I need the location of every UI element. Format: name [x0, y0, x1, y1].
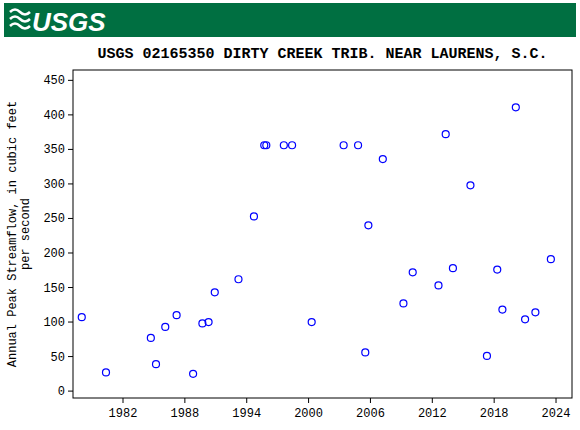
point	[400, 300, 407, 307]
y-axis-label: per second	[19, 198, 33, 270]
x-tick	[370, 398, 371, 403]
point	[379, 156, 386, 163]
point	[362, 349, 369, 356]
point	[280, 142, 287, 149]
y-tick-label: 300	[43, 178, 65, 192]
x-tick-label: 2018	[480, 407, 509, 421]
point	[78, 314, 85, 321]
point	[190, 370, 197, 377]
x-tick	[246, 398, 247, 403]
point	[205, 319, 212, 326]
x-tick-label: 2024	[542, 407, 571, 421]
point	[263, 142, 270, 149]
point	[483, 352, 490, 359]
y-tick	[68, 114, 73, 115]
logo: USGS	[32, 7, 106, 37]
header-bar	[4, 3, 576, 37]
point	[409, 269, 416, 276]
point	[289, 142, 296, 149]
x-tick	[308, 398, 309, 403]
y-tick	[68, 356, 73, 357]
y-tick	[68, 218, 73, 219]
point	[365, 222, 372, 229]
point	[147, 334, 154, 341]
chart: USGS USGS 02165350 DIRTY CREEK TRIB. NEAR…	[0, 0, 580, 430]
y-tick-label: 150	[43, 282, 65, 296]
point	[340, 142, 347, 149]
y-tick-label: 400	[43, 109, 65, 123]
point	[499, 306, 506, 313]
logo-waves	[10, 10, 30, 29]
point	[494, 266, 501, 273]
x-tick-label: 1994	[232, 407, 261, 421]
x-tick-label: 1988	[170, 407, 199, 421]
logo-wave	[10, 24, 30, 29]
point	[522, 316, 529, 323]
y-tick-label: 350	[43, 143, 65, 157]
point	[211, 289, 218, 296]
x-tick-label: 1982	[109, 407, 138, 421]
background	[0, 0, 580, 430]
point	[152, 361, 159, 368]
point	[308, 319, 315, 326]
logo-wave	[10, 17, 30, 22]
point	[532, 309, 539, 316]
point	[173, 312, 180, 319]
y-tick-label: 250	[43, 212, 65, 226]
y-tick	[68, 322, 73, 323]
point	[547, 256, 554, 263]
title: USGS 02165350 DIRTY CREEK TRIB. NEAR LAU…	[97, 46, 547, 63]
y-tick	[68, 183, 73, 184]
x-tick	[432, 398, 433, 403]
x-tick-label: 2000	[294, 407, 323, 421]
point	[467, 182, 474, 189]
y-tick-label: 50	[51, 351, 65, 365]
y-tick-label: 200	[43, 247, 65, 261]
point	[162, 323, 169, 330]
x-tick	[494, 398, 495, 403]
plot-frame	[73, 70, 572, 398]
y-tick	[68, 149, 73, 150]
point	[250, 213, 257, 220]
point	[235, 276, 242, 283]
logo-wave	[10, 10, 30, 15]
y-tick	[68, 391, 73, 392]
y-tick	[68, 80, 73, 81]
y-axis-label: Annual Peak Streamflow, in cubic feet	[6, 101, 20, 367]
point	[102, 369, 109, 376]
x-tick	[184, 398, 185, 403]
point	[442, 131, 449, 138]
x-tick-label: 2012	[418, 407, 447, 421]
y-tick-label: 0	[58, 385, 65, 399]
points	[78, 104, 554, 378]
y-tick	[68, 252, 73, 253]
y-tick	[68, 287, 73, 288]
point	[355, 142, 362, 149]
point	[449, 265, 456, 272]
y-tick-label: 450	[43, 74, 65, 88]
y-tick-label: 100	[43, 316, 65, 330]
x-tick-label: 2006	[356, 407, 385, 421]
x-tick	[123, 398, 124, 403]
x-tick	[556, 398, 557, 403]
point	[512, 104, 519, 111]
point	[435, 282, 442, 289]
